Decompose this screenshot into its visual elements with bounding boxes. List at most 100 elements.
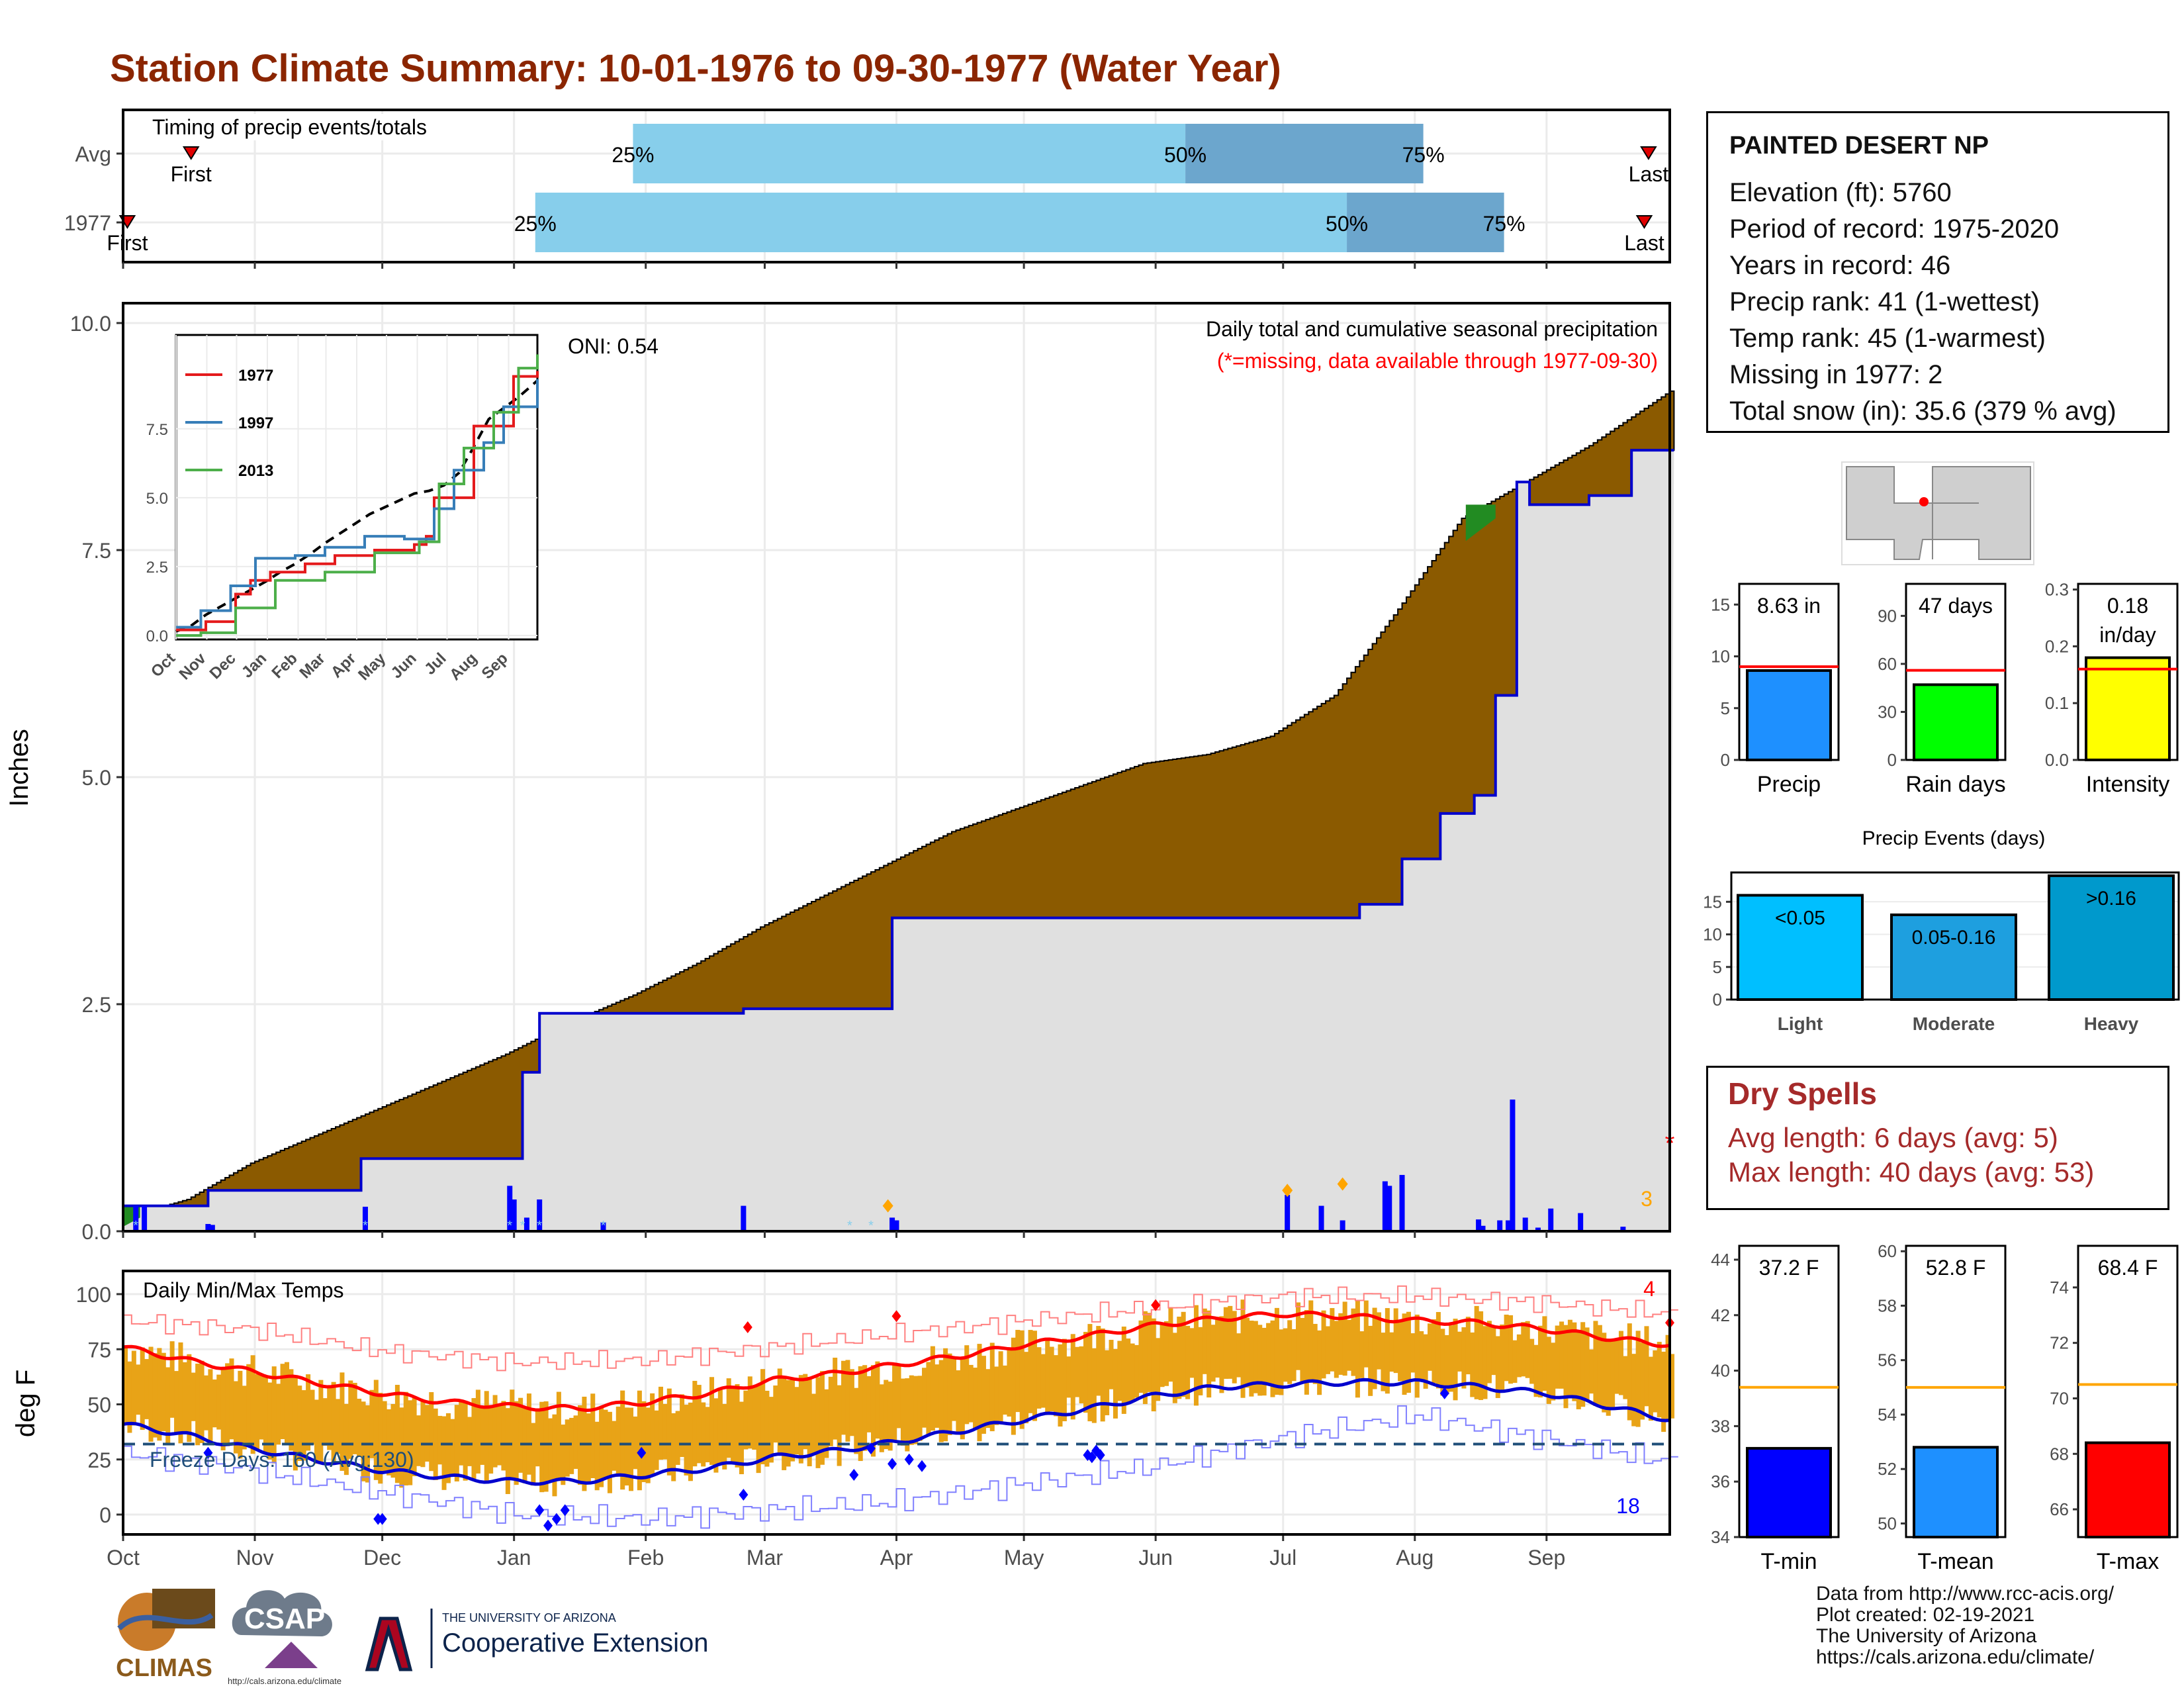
- daily-temp-bar: [1533, 1344, 1539, 1397]
- first-label: First: [171, 162, 212, 186]
- daily-temp-bar: [1325, 1326, 1330, 1374]
- event-category-label: Heavy: [2084, 1013, 2139, 1034]
- daily-temp-bar: [615, 1406, 621, 1476]
- daily-temp-bar: [1376, 1312, 1382, 1370]
- daily-temp-bar: [238, 1370, 243, 1459]
- event-category-label: Moderate: [1913, 1013, 1995, 1034]
- daily-temp-bar: [1334, 1321, 1339, 1378]
- p25-label: 25%: [612, 143, 654, 167]
- daily-temp-bar: [849, 1369, 854, 1436]
- summary-bar: [2085, 1441, 2171, 1539]
- daily-temp-bar: [841, 1360, 846, 1435]
- x-tick-label: Aug: [1396, 1546, 1433, 1570]
- daily-temp-bar: [1537, 1325, 1543, 1398]
- climas-text: CLIMAS: [116, 1654, 212, 1682]
- daily-temp-bar: [463, 1402, 468, 1481]
- snow-marker: *: [537, 1219, 542, 1233]
- observed-cumulative-area: [123, 450, 1674, 1231]
- daily-temp-bar: [220, 1367, 226, 1451]
- daily-precip-bar: [1510, 1100, 1516, 1231]
- record-low-marker: [637, 1446, 647, 1459]
- daily-temp-bar: [378, 1393, 383, 1484]
- daily-temp-bar: [854, 1387, 859, 1454]
- daily-temp-bar: [471, 1398, 477, 1479]
- daily-precip-bar: [1506, 1220, 1512, 1231]
- y-tick-label: 5: [1721, 698, 1730, 718]
- row-label: Avg: [75, 142, 111, 166]
- credit-line: https://cals.arizona.edu/climate/: [1816, 1646, 2095, 1668]
- daily-temp-bar: [1432, 1319, 1437, 1383]
- station-name: PAINTED DESERT NP: [1729, 132, 1989, 160]
- y-tick-label: 40: [1711, 1361, 1730, 1381]
- last-event-marker: [1635, 215, 1653, 229]
- daily-precip-bar: [889, 1217, 895, 1231]
- daily-temp-bar: [879, 1384, 884, 1452]
- record-low-marker: [849, 1469, 859, 1481]
- daily-temp-bar: [594, 1421, 600, 1491]
- daily-temp-bar: [1372, 1307, 1377, 1389]
- snow-marker: *: [601, 1219, 606, 1233]
- daily-temp-bar: [705, 1407, 710, 1462]
- p75-label: 75%: [1402, 143, 1445, 167]
- category-label: T-mean: [1917, 1549, 1993, 1574]
- daily-temp-bar: [989, 1342, 995, 1432]
- y-tick-label: 2.5: [82, 993, 111, 1017]
- p25-label: 25%: [514, 212, 557, 236]
- daily-temp-bar: [1653, 1350, 1658, 1413]
- x-tick-label: Sep: [1527, 1546, 1565, 1570]
- daily-temp-bar: [1075, 1346, 1080, 1397]
- inset-y-label: 2.5: [146, 559, 168, 577]
- daily-temp-bar: [739, 1401, 744, 1475]
- daily-temp-bar: [1304, 1310, 1309, 1395]
- daily-temp-bar: [348, 1380, 353, 1459]
- summary-charts: 0 5 10 15 8.63 in Precip 0 30 60 90 47 days Rain da…: [1703, 580, 2180, 1574]
- climas-swoosh: [117, 1613, 214, 1630]
- daily-temp-bar: [343, 1403, 349, 1476]
- daily-temp-bar: [1414, 1314, 1420, 1398]
- daily-temp-bar: [717, 1389, 723, 1465]
- daily-temp-bar: [722, 1403, 727, 1470]
- y-tick-label: 60: [1878, 654, 1897, 674]
- daily-temp-bar: [556, 1391, 561, 1481]
- daily-temp-bar: [824, 1389, 829, 1458]
- daily-temp-bar: [926, 1362, 931, 1436]
- daily-temp-bar: [1474, 1305, 1479, 1399]
- daily-temp-bar: [148, 1346, 154, 1442]
- daily-temp-bar: [1266, 1323, 1271, 1385]
- daily-temp-bar: [1232, 1311, 1237, 1383]
- daily-temp-bar: [1563, 1325, 1569, 1409]
- daily-temp-bar: [1567, 1319, 1572, 1398]
- daily-temp-bar: [768, 1397, 774, 1463]
- y-tick-label: 75: [87, 1338, 111, 1362]
- daily-temp-bar: [284, 1362, 289, 1444]
- daily-temp-bar: [514, 1401, 519, 1485]
- daily-temp-bar: [1121, 1327, 1126, 1414]
- x-tick-label: Feb: [627, 1546, 664, 1570]
- daily-temp-bar: [1181, 1311, 1186, 1397]
- ua-logo: THE UNIVERSITY OF ARIZONA Cooperative Ex…: [365, 1609, 708, 1671]
- daily-temp-bar: [1363, 1300, 1369, 1368]
- daily-temp-bar: [450, 1419, 455, 1475]
- daily-temp-bar: [1156, 1338, 1161, 1401]
- record-low-marker: [1087, 1451, 1097, 1464]
- event-bar-label: <0.05: [1775, 907, 1825, 929]
- daily-temp-bar: [692, 1381, 698, 1467]
- y-tick-label: 100: [76, 1283, 111, 1307]
- daily-temp-bar: [713, 1398, 719, 1473]
- daily-temp-bar: [1100, 1328, 1105, 1422]
- daily-temp-bar: [1423, 1334, 1428, 1389]
- daily-temp-bar: [187, 1354, 192, 1442]
- daily-temp-bar: [1546, 1336, 1551, 1404]
- daily-temp-bar: [1096, 1326, 1101, 1396]
- value-label: 68.4 F: [2098, 1256, 2158, 1280]
- daily-temp-bar: [1032, 1331, 1037, 1421]
- daily-temp-bar: [178, 1342, 183, 1444]
- daily-temp-bar: [387, 1409, 392, 1476]
- record-min-line: [123, 1405, 1678, 1529]
- daily-temp-bar: [1223, 1307, 1228, 1379]
- daily-precip-bar: [1318, 1205, 1324, 1231]
- daily-temp-bar: [1189, 1328, 1195, 1378]
- daily-temp-bar: [1410, 1333, 1416, 1373]
- daily-temp-bar: [815, 1377, 821, 1468]
- daily-temp-bar: [1602, 1333, 1607, 1413]
